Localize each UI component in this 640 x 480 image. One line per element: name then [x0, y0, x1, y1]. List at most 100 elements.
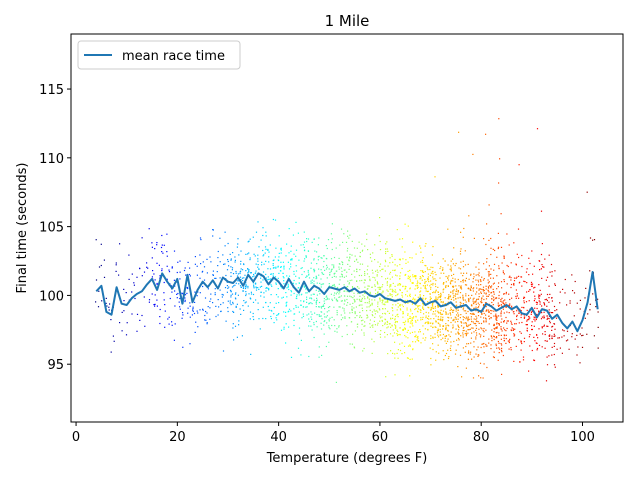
scatter-point: [263, 254, 265, 256]
scatter-point: [468, 329, 470, 331]
scatter-point: [392, 317, 394, 319]
scatter-point: [199, 277, 201, 279]
scatter-point: [465, 367, 467, 369]
scatter-point: [226, 285, 228, 287]
scatter-point: [441, 269, 444, 271]
scatter-point: [513, 333, 515, 335]
scatter-point: [483, 238, 485, 240]
scatter-point: [550, 263, 553, 266]
scatter-point: [435, 289, 437, 291]
scatter-point: [245, 301, 247, 303]
scatter-point: [226, 291, 228, 293]
scatter-point: [230, 296, 232, 298]
scatter-point: [303, 271, 305, 273]
scatter-point: [384, 259, 386, 261]
scatter-point: [364, 298, 366, 300]
scatter-point: [559, 302, 561, 304]
scatter-point: [493, 291, 495, 293]
scatter-point: [556, 309, 558, 311]
scatter-point: [305, 255, 307, 257]
scatter-point: [389, 286, 391, 288]
scatter-point: [199, 237, 202, 239]
scatter-point: [519, 361, 521, 363]
scatter-point: [462, 347, 464, 349]
scatter-point: [249, 259, 251, 261]
scatter-point: [426, 267, 428, 269]
scatter-point: [238, 324, 240, 326]
scatter-point: [185, 274, 187, 276]
scatter-point: [322, 304, 325, 306]
scatter-point: [510, 329, 512, 331]
scatter-point: [359, 311, 361, 313]
scatter-point: [209, 307, 211, 309]
scatter-point: [450, 269, 452, 271]
scatter-point: [323, 273, 325, 275]
scatter-point: [368, 300, 370, 302]
scatter-point: [396, 229, 398, 231]
scatter-point: [340, 228, 343, 230]
scatter-point: [407, 270, 409, 272]
scatter-point: [514, 323, 516, 325]
scatter-point: [236, 275, 239, 277]
scatter-point: [544, 299, 546, 301]
scatter-point: [159, 275, 161, 277]
scatter-point: [359, 269, 361, 271]
scatter-point: [363, 334, 365, 336]
scatter-point: [379, 288, 382, 290]
scatter-point: [485, 321, 487, 323]
scatter-point: [310, 302, 312, 304]
scatter-point: [450, 309, 452, 311]
scatter-point: [488, 285, 490, 287]
scatter-point: [480, 377, 482, 379]
scatter-point: [347, 235, 349, 237]
scatter-point: [500, 213, 502, 215]
scatter-point: [390, 326, 392, 328]
scatter-point: [346, 298, 348, 301]
scatter-point: [563, 330, 565, 332]
scatter-point: [549, 334, 551, 336]
scatter-point: [506, 311, 508, 313]
scatter-point: [483, 298, 485, 301]
scatter-point: [429, 298, 432, 300]
scatter-point: [500, 310, 502, 312]
scatter-point: [305, 306, 307, 308]
scatter-point: [297, 347, 300, 349]
y-tick-label: 105: [39, 221, 64, 236]
scatter-point: [533, 359, 535, 361]
scatter-point: [421, 275, 424, 277]
scatter-point: [331, 268, 333, 271]
scatter-point: [449, 296, 451, 298]
scatter-point: [219, 289, 221, 291]
scatter-point: [536, 302, 538, 304]
scatter-point: [487, 271, 489, 273]
scatter-point: [254, 272, 256, 274]
scatter-point: [463, 326, 465, 328]
scatter-point: [455, 349, 457, 351]
scatter-point: [333, 306, 335, 308]
scatter-point: [549, 311, 551, 313]
scatter-point: [427, 269, 429, 271]
scatter-point: [249, 257, 251, 259]
scatter-point: [472, 281, 474, 283]
scatter-point: [364, 273, 366, 275]
scatter-point: [333, 256, 336, 259]
scatter-point: [454, 278, 456, 280]
scatter-point: [356, 298, 358, 300]
scatter-point: [432, 337, 434, 339]
scatter-point: [536, 342, 538, 344]
scatter-point: [493, 351, 495, 353]
scatter-point: [480, 291, 482, 293]
scatter-point: [369, 291, 371, 293]
scatter-point: [196, 274, 198, 276]
scatter-point: [462, 332, 464, 334]
scatter-point: [219, 277, 221, 279]
scatter-point: [440, 294, 442, 296]
scatter-point: [343, 269, 345, 271]
scatter-point: [326, 264, 328, 266]
scatter-point: [317, 259, 319, 261]
scatter-point: [523, 302, 525, 304]
scatter-point: [554, 366, 556, 368]
scatter-point: [454, 353, 457, 355]
scatter-point: [464, 351, 466, 353]
scatter-point: [445, 325, 447, 327]
